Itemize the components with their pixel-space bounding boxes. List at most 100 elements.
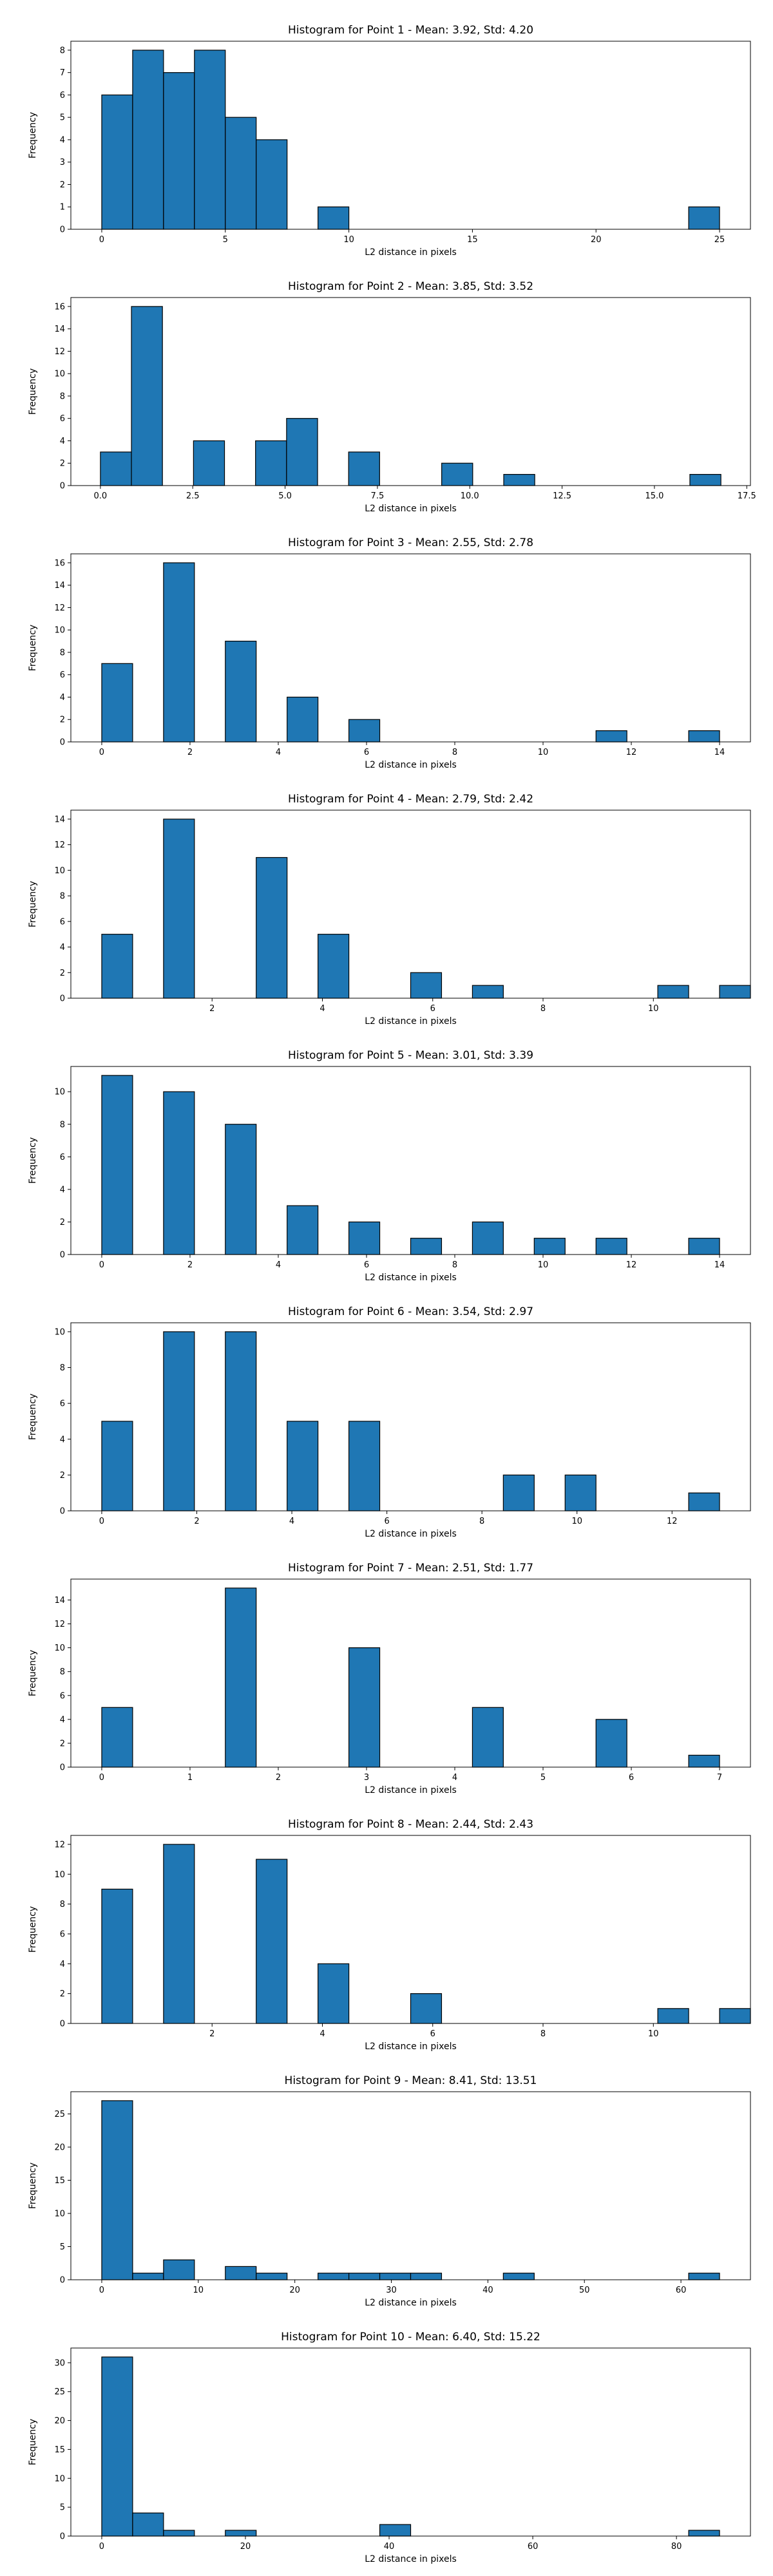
- y-tick-label: 2: [60, 1218, 65, 1227]
- y-tick-label: 7: [60, 68, 65, 78]
- histogram-bar: [225, 1331, 257, 1511]
- histogram-bar: [595, 730, 627, 743]
- histogram-bar: [100, 451, 132, 486]
- histogram-bar: [318, 2273, 350, 2280]
- x-tick-label: 40: [482, 2286, 493, 2295]
- x-axis-label: L2 distance in pixels: [365, 2041, 457, 2052]
- y-axis-label: Frequency: [28, 1906, 38, 1953]
- x-tick-label: 10.0: [461, 491, 479, 501]
- axes-frame: [70, 810, 751, 999]
- x-tick-label: 12.5: [553, 491, 571, 501]
- histogram-bar: [101, 934, 133, 999]
- histogram-bar: [101, 1888, 133, 2024]
- x-tick-label: 10: [538, 1260, 549, 1270]
- x-tick-label: 10: [343, 235, 354, 245]
- x-tick-label: 14: [714, 748, 725, 757]
- y-tick-label: 10: [54, 2474, 65, 2484]
- histogram-bar: [101, 663, 133, 743]
- x-tick-label: 8: [452, 748, 457, 757]
- x-axis-label: L2 distance in pixels: [365, 760, 457, 770]
- y-tick-label: 4: [60, 437, 65, 446]
- x-tick-label: 2: [194, 1517, 199, 1526]
- y-tick-label: 6: [60, 670, 65, 680]
- x-tick-label: 20: [591, 235, 602, 245]
- y-tick-label: 0: [60, 738, 65, 748]
- histogram-panel-9: Histogram for Point 9 - Mean: 8.41, Std:…: [28, 2074, 751, 2308]
- y-tick-label: 6: [60, 1399, 65, 1409]
- histogram-bar: [256, 139, 288, 230]
- chart-title: Histogram for Point 8 - Mean: 2.44, Std:…: [288, 1818, 533, 1831]
- x-axis-label: L2 distance in pixels: [365, 1785, 457, 1795]
- y-tick-label: 8: [60, 392, 65, 401]
- x-axis-label: L2 distance in pixels: [365, 247, 457, 258]
- x-tick-label: 2: [276, 1773, 281, 1783]
- histogram-bar: [163, 1331, 195, 1511]
- histogram-bar: [163, 72, 195, 230]
- x-tick-label: 6: [430, 2029, 435, 2039]
- x-tick-label: 5: [223, 235, 228, 245]
- histogram-bar: [719, 985, 751, 999]
- histogram-bar: [348, 2273, 381, 2280]
- histogram-bar: [225, 2266, 257, 2280]
- y-tick-label: 5: [60, 113, 65, 123]
- x-tick-label: 17.5: [738, 491, 756, 501]
- histogram-bar: [287, 696, 319, 743]
- histogram-bar: [503, 474, 535, 486]
- y-tick-label: 3: [60, 158, 65, 167]
- y-tick-label: 12: [54, 347, 65, 357]
- y-tick-label: 6: [60, 1691, 65, 1701]
- x-tick-label: 0: [99, 235, 104, 245]
- histogram-bar: [318, 1963, 350, 2024]
- axes-frame: [70, 1066, 751, 1255]
- y-tick-label: 12: [54, 1840, 65, 1850]
- histogram-bar: [502, 1474, 535, 1511]
- x-tick-label: 20: [289, 2286, 300, 2295]
- y-axis-label: Frequency: [28, 112, 38, 158]
- histogram-bar: [688, 1754, 720, 1768]
- histogram-bar: [472, 985, 504, 999]
- x-tick-label: 30: [386, 2286, 397, 2295]
- histogram-bar: [410, 972, 443, 999]
- y-tick-label: 4: [60, 1435, 65, 1444]
- x-tick-label: 10: [648, 2029, 659, 2039]
- histogram-bar: [256, 2273, 288, 2280]
- chart-title: Histogram for Point 7 - Mean: 2.51, Std:…: [288, 1562, 533, 1575]
- histogram-panel-2: Histogram for Point 2 - Mean: 3.85, Std:…: [28, 280, 756, 514]
- histogram-bar: [101, 94, 133, 230]
- chart-title: Histogram for Point 2 - Mean: 3.85, Std:…: [288, 280, 533, 293]
- axes-frame: [70, 2091, 751, 2280]
- y-axis-label: Frequency: [28, 368, 38, 415]
- chart-title: Histogram for Point 5 - Mean: 3.01, Std:…: [288, 1049, 533, 1062]
- histogram-panel-1: Histogram for Point 1 - Mean: 3.92, Std:…: [28, 24, 751, 258]
- y-tick-label: 15: [54, 2176, 65, 2186]
- x-tick-label: 10: [571, 1517, 582, 1526]
- y-tick-label: 12: [54, 1620, 65, 1629]
- y-tick-label: 2: [60, 715, 65, 725]
- histogram-bar: [348, 1647, 381, 1768]
- y-tick-label: 4: [60, 1960, 65, 1969]
- y-tick-label: 30: [54, 2358, 65, 2368]
- histogram-bar: [379, 2524, 412, 2537]
- x-tick-label: 2.5: [186, 491, 200, 501]
- x-tick-label: 4: [320, 1004, 325, 1014]
- axes-frame: [70, 1322, 751, 1511]
- x-tick-label: 40: [384, 2542, 395, 2552]
- y-axis-label: Frequency: [28, 2419, 38, 2465]
- y-axis-label: Frequency: [28, 1650, 38, 1696]
- y-tick-label: 0: [60, 2020, 65, 2029]
- x-tick-label: 0: [99, 748, 104, 757]
- x-tick-label: 2: [209, 1004, 215, 1014]
- x-tick-label: 10: [538, 748, 549, 757]
- histogram-bar: [348, 1221, 381, 1255]
- histogram-bar: [689, 474, 721, 486]
- histogram-bar: [163, 562, 195, 743]
- x-tick-label: 8: [479, 1517, 484, 1526]
- x-tick-label: 6: [430, 1004, 435, 1014]
- x-tick-label: 6: [364, 748, 369, 757]
- y-tick-label: 10: [54, 1643, 65, 1653]
- histogram-bar: [163, 819, 195, 999]
- histogram-bar: [256, 1859, 288, 2024]
- x-tick-label: 10: [648, 1004, 659, 1014]
- y-tick-label: 8: [60, 1900, 65, 1909]
